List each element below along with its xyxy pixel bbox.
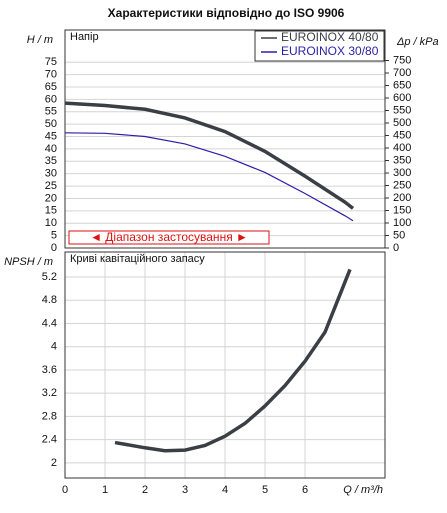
y-tick-label: 35 xyxy=(45,155,57,167)
y-tick-label: 0 xyxy=(51,242,57,254)
x-tick-label: 0 xyxy=(62,484,68,496)
legend-label: EUROINOX 40/80 xyxy=(281,30,379,44)
y-tick-label: 3.6 xyxy=(42,364,57,376)
y-tick-label: 15 xyxy=(45,205,57,217)
x-tick-label: 4 xyxy=(222,484,228,496)
y-tick-label: 75 xyxy=(45,56,57,68)
y-tick-label: 10 xyxy=(45,217,57,229)
y2-tick-label: 0 xyxy=(393,242,399,254)
plot-area xyxy=(64,29,386,249)
y-axis-label: NPSH / m xyxy=(4,256,53,268)
y2-tick-label: 650 xyxy=(393,79,411,91)
y-tick-label: 25 xyxy=(45,180,57,192)
y-tick-label: 4.8 xyxy=(42,294,57,306)
plot-frame xyxy=(64,29,386,249)
y2-tick-label: 150 xyxy=(393,204,411,216)
y2-tick-label: 450 xyxy=(393,129,411,141)
y-axis-label: H / m xyxy=(27,34,53,46)
y-tick-label: 4 xyxy=(51,341,57,353)
x-tick-label: 5 xyxy=(262,484,268,496)
y-tick-label: 20 xyxy=(45,192,57,204)
y2-tick-label: 600 xyxy=(393,92,411,104)
y2-tick-label: 250 xyxy=(393,179,411,191)
series-line xyxy=(64,101,355,210)
y2-tick-label: 100 xyxy=(393,217,411,229)
x-tick-label: 1 xyxy=(102,484,108,496)
y2-tick-label: 700 xyxy=(393,67,411,79)
y-tick-label: 30 xyxy=(45,168,57,180)
y2-tick-label: 550 xyxy=(393,104,411,116)
y2-tick-label: 200 xyxy=(393,192,411,204)
y-tick-label: 70 xyxy=(45,68,57,80)
y-tick-label: 40 xyxy=(45,143,57,155)
y-tick-label: 2 xyxy=(51,457,57,469)
y2-tick-label: 300 xyxy=(393,167,411,179)
y-tick-label: 4.4 xyxy=(42,317,57,329)
legend-label: EUROINOX 30/80 xyxy=(281,44,379,58)
series-line xyxy=(64,132,354,222)
range-bar xyxy=(68,230,270,245)
panel-label: Криві кавітаційного запасу xyxy=(70,253,205,265)
y-tick-label: 55 xyxy=(45,106,57,118)
y2-axis-label: Δp / kPa xyxy=(396,36,439,48)
y-tick-label: 2.4 xyxy=(42,434,57,446)
x-tick-label: 6 xyxy=(302,484,308,496)
y2-tick-label: 50 xyxy=(393,229,405,241)
legend-box xyxy=(254,30,385,62)
y2-tick-label: 400 xyxy=(393,142,411,154)
y-tick-label: 2.8 xyxy=(42,410,57,422)
y-tick-label: 60 xyxy=(45,93,57,105)
plot-frame xyxy=(64,251,386,479)
y-tick-label: 5 xyxy=(51,230,57,242)
y-tick-label: 5.2 xyxy=(42,271,57,283)
y2-tick-label: 500 xyxy=(393,117,411,129)
y-tick-label: 50 xyxy=(45,118,57,130)
y2-tick-label: 750 xyxy=(393,54,411,66)
x-tick-label: 2 xyxy=(142,484,148,496)
x-axis-label: Q / m³/h xyxy=(343,484,383,496)
y-tick-label: 65 xyxy=(45,81,57,93)
panel-label: Напір xyxy=(70,31,99,43)
y2-tick-label: 350 xyxy=(393,154,411,166)
x-tick-label: 3 xyxy=(182,484,188,496)
series-line xyxy=(114,268,352,453)
y-tick-label: 3.2 xyxy=(42,387,57,399)
y-tick-label: 45 xyxy=(45,130,57,142)
annotation: ◄ Діапазон застосування ► xyxy=(90,230,248,244)
chart-title: Характеристики відповідно до ISO 9906 xyxy=(108,6,345,20)
